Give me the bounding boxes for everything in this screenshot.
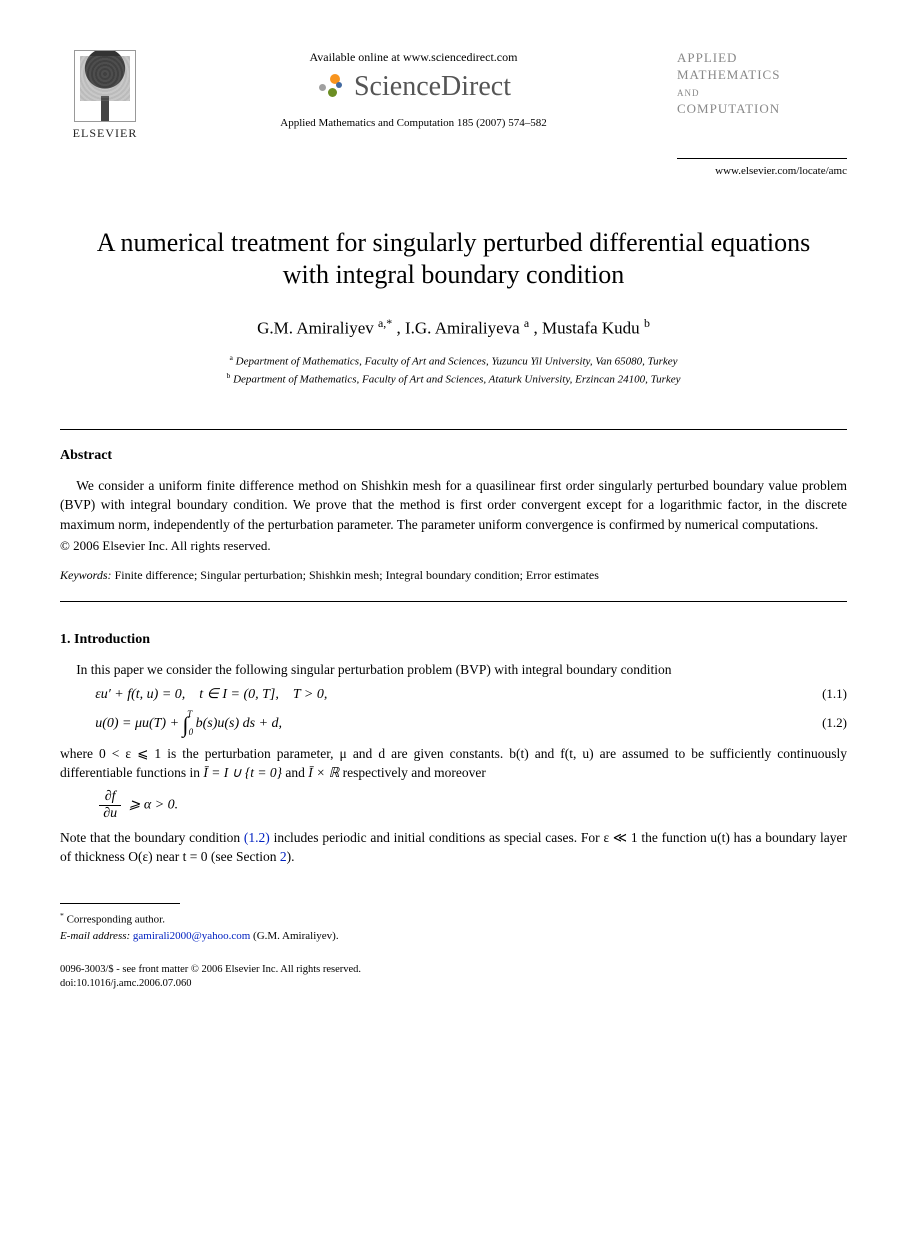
footnotes: * Corresponding author. E-mail address: … — [60, 910, 847, 945]
section-1-body: In this paper we consider the following … — [60, 660, 847, 680]
keywords-label: Keywords: — [60, 568, 112, 582]
equation-1-2-body: u(0) = μu(T) + ∫0T b(s)u(s) ds + d, — [95, 709, 797, 738]
fraction-num: ∂f — [99, 789, 121, 806]
equation-1-1-body: εu′ + f(t, u) = 0, t ∈ I = (0, T], T > 0… — [95, 686, 797, 703]
center-header: Available online at www.sciencedirect.co… — [150, 50, 677, 129]
keywords-block: Keywords: Finite difference; Singular pe… — [60, 568, 847, 583]
abstract-body: We consider a uniform finite difference … — [60, 476, 847, 535]
equation-1-2: u(0) = μu(T) + ∫0T b(s)u(s) ds + d, (1.2… — [95, 709, 847, 738]
corresponding-author: * Corresponding author. — [60, 910, 847, 928]
inequality-tail: ⩾ α > 0. — [125, 798, 178, 813]
publisher-label: ELSEVIER — [60, 126, 150, 141]
right-header: APPLIED MATHEMATICS AND COMPUTATION www.… — [677, 50, 847, 177]
email-line: E-mail address: gamirali2000@yahoo.com (… — [60, 928, 847, 945]
inequality-body: ∂f ∂u ⩾ α > 0. — [95, 789, 847, 822]
keywords-text: Finite difference; Singular perturbation… — [112, 568, 599, 582]
author-2-sup: a — [524, 316, 529, 330]
author-3: , Mustafa Kudu — [533, 318, 643, 337]
footnote-separator — [60, 903, 180, 904]
page-header: ELSEVIER Available online at www.science… — [60, 50, 847, 177]
eq-ref-link-1-2[interactable]: (1.2) — [244, 830, 270, 845]
section-1-heading: 1. Introduction — [60, 632, 847, 648]
abstract-text: We consider a uniform finite difference … — [60, 476, 847, 535]
equation-1-2-num: (1.2) — [797, 715, 847, 731]
abstract-bottom-rule — [60, 601, 847, 602]
section-1-p2: where 0 < ε ⩽ 1 is the perturbation para… — [60, 744, 847, 783]
author-1: G.M. Amiraliyev — [257, 318, 378, 337]
front-matter-line: 0096-3003/$ - see front matter © 2006 El… — [60, 963, 847, 978]
journal-brand: APPLIED MATHEMATICS AND COMPUTATION — [677, 50, 847, 118]
section-ref-link-2[interactable]: 2 — [280, 849, 287, 864]
equation-1-1-num: (1.1) — [797, 686, 847, 702]
fraction-den: ∂u — [99, 806, 121, 822]
email-label: E-mail address: — [60, 930, 133, 942]
page: ELSEVIER Available online at www.science… — [0, 0, 907, 1032]
doi-line: doi:10.1016/j.amc.2006.07.060 — [60, 977, 847, 992]
p3-a: Note that the boundary condition — [60, 830, 244, 845]
p2-e: respectively and moreover — [339, 765, 486, 780]
authors: G.M. Amiraliyev a,* , I.G. Amiraliyeva a… — [60, 316, 847, 339]
brand-and: AND — [677, 88, 700, 98]
doi-block: 0096-3003/$ - see front matter © 2006 El… — [60, 963, 847, 992]
brand-line-2: MATHEMATICS — [677, 67, 780, 82]
section-1-p1: In this paper we consider the following … — [60, 660, 847, 680]
abstract-heading: Abstract — [60, 448, 847, 464]
eq12-pre: u(0) = μu(T) + — [95, 716, 182, 731]
sciencedirect-swirl-icon — [316, 72, 346, 102]
fraction: ∂f ∂u — [99, 789, 121, 822]
sciencedirect-text: ScienceDirect — [354, 71, 511, 103]
p2-d: Ī × ℝ — [308, 765, 339, 780]
header-divider — [677, 158, 847, 159]
copyright-line: © 2006 Elsevier Inc. All rights reserved… — [60, 538, 847, 554]
brand-line-3: COMPUTATION — [677, 101, 780, 116]
publisher-logo-block: ELSEVIER — [60, 50, 150, 141]
email-tail: (G.M. Amiraliyev). — [250, 930, 338, 942]
affiliation-b: Department of Mathematics, Faculty of Ar… — [233, 374, 680, 386]
author-1-sup: a,* — [378, 316, 392, 330]
article-title: A numerical treatment for singularly per… — [90, 227, 817, 292]
section-1-p3: Note that the boundary condition (1.2) i… — [60, 828, 847, 867]
author-2: , I.G. Amiraliyeva — [396, 318, 523, 337]
abstract-top-rule — [60, 429, 847, 430]
available-online-text: Available online at www.sciencedirect.co… — [160, 50, 667, 65]
p2-c: and — [282, 765, 308, 780]
locate-url: www.elsevier.com/locate/amc — [677, 165, 847, 177]
author-3-sup: b — [644, 316, 650, 330]
inequality: ∂f ∂u ⩾ α > 0. — [95, 789, 847, 822]
eq12-post: b(s)u(s) ds + d, — [192, 716, 282, 731]
p3-c: ). — [287, 849, 295, 864]
corr-text: Corresponding author. — [67, 914, 165, 926]
equation-1-1: εu′ + f(t, u) = 0, t ∈ I = (0, T], T > 0… — [95, 686, 847, 703]
affiliations: a Department of Mathematics, Faculty of … — [60, 352, 847, 388]
brand-line-1: APPLIED — [677, 50, 737, 65]
affiliation-a: Department of Mathematics, Faculty of Ar… — [236, 356, 678, 368]
sciencedirect-logo: ScienceDirect — [160, 71, 667, 103]
journal-reference: Applied Mathematics and Computation 185 … — [160, 117, 667, 129]
email-link[interactable]: gamirali2000@yahoo.com — [133, 930, 250, 942]
p2-b: Ī = I ∪ {t = 0} — [203, 765, 282, 780]
elsevier-tree-icon — [74, 50, 136, 122]
